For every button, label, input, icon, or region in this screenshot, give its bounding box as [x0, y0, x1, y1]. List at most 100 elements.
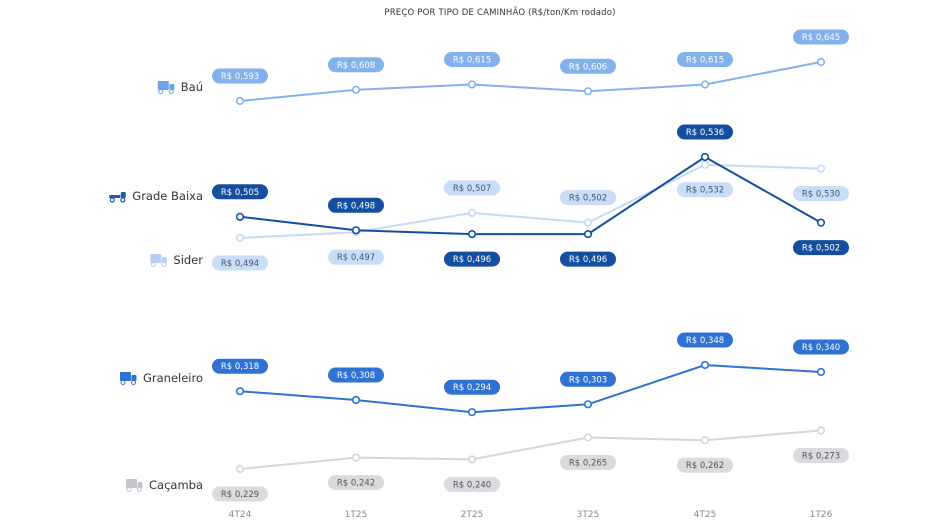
data-label-pill — [212, 255, 268, 271]
data-label-pill — [560, 58, 616, 74]
data-label-pill — [444, 476, 500, 492]
data-label-pill — [793, 186, 849, 202]
data-label: R$ 0,496 — [444, 251, 500, 267]
data-label-pill — [677, 457, 733, 473]
data-label-pill — [444, 379, 500, 395]
data-label-text: R$ 0,496 — [453, 255, 491, 265]
data-label: R$ 0,608 — [328, 57, 384, 73]
data-label-pill — [212, 184, 268, 200]
data-point — [467, 80, 477, 89]
series-line-3 — [239, 363, 822, 414]
data-label-text: R$ 0,615 — [686, 56, 724, 66]
series-name: Caçamba — [149, 478, 203, 492]
data-label: R$ 0,502 — [560, 190, 616, 206]
flatbed-truck-icon — [109, 192, 126, 203]
data-point — [351, 226, 361, 235]
data-point — [351, 85, 361, 94]
data-label-text: R$ 0,645 — [802, 33, 840, 43]
data-point — [351, 395, 361, 405]
x-tick-label: 4T24 — [229, 510, 252, 520]
data-point — [700, 436, 710, 445]
data-label-text: R$ 0,340 — [802, 343, 840, 353]
data-point — [583, 218, 593, 227]
data-point — [235, 96, 245, 106]
data-label: R$ 0,593 — [212, 68, 268, 84]
data-point — [351, 453, 361, 462]
data-label-pill — [212, 358, 268, 374]
data-label: R$ 0,265 — [560, 455, 616, 470]
data-label: R$ 0,532 — [677, 182, 733, 198]
data-point — [235, 212, 245, 221]
data-point — [235, 233, 245, 243]
data-label-pill — [560, 190, 616, 206]
data-label-text: R$ 0,608 — [337, 61, 375, 71]
data-label-text: R$ 0,496 — [569, 255, 607, 265]
data-label: R$ 0,498 — [328, 197, 384, 213]
data-point — [700, 360, 710, 370]
data-label: R$ 0,308 — [328, 367, 384, 383]
data-label-pill — [212, 68, 268, 84]
data-label: R$ 0,294 — [444, 379, 500, 395]
data-label: R$ 0,340 — [793, 339, 849, 355]
series-name: Grade Baixa — [132, 189, 203, 203]
data-label: R$ 0,645 — [793, 29, 849, 45]
data-label-pill — [677, 182, 733, 198]
data-point — [816, 367, 826, 377]
data-label-pill — [793, 339, 849, 355]
data-label-pill — [677, 52, 733, 67]
data-label-text: R$ 0,242 — [337, 479, 375, 489]
data-label-pill — [560, 371, 616, 387]
data-point — [235, 387, 245, 396]
data-label: R$ 0,262 — [677, 457, 733, 473]
data-label-text: R$ 0,303 — [569, 375, 607, 385]
data-point — [467, 230, 477, 239]
series-points — [235, 57, 826, 474]
data-point — [467, 455, 477, 464]
x-tick-label: 4T25 — [694, 510, 717, 520]
data-label-text: R$ 0,498 — [337, 201, 375, 211]
data-label-pill — [444, 52, 500, 67]
data-label-text: R$ 0,532 — [686, 186, 724, 196]
series-label-3: Graneleiro — [119, 371, 203, 385]
data-label: R$ 0,507 — [444, 180, 500, 196]
data-label-text: R$ 0,240 — [453, 480, 491, 490]
series-label-4: Caçamba — [126, 478, 203, 492]
data-label-text: R$ 0,497 — [337, 253, 375, 263]
data-label-text: R$ 0,507 — [453, 184, 491, 194]
data-label-pill — [560, 455, 616, 470]
data-label-pill — [793, 240, 849, 256]
data-label-text: R$ 0,505 — [221, 188, 259, 198]
data-label-text: R$ 0,502 — [569, 194, 607, 204]
data-label-text: R$ 0,273 — [802, 452, 840, 462]
data-point — [816, 164, 826, 173]
series-name: Baú — [181, 80, 203, 94]
data-label-pill — [560, 251, 616, 267]
data-label-pill — [677, 332, 733, 348]
box-truck-icon — [157, 81, 175, 94]
x-tick-label: 2T25 — [461, 510, 484, 520]
x-tick-label: 3T25 — [577, 510, 600, 520]
data-label-pill — [328, 475, 384, 491]
data-label-text: R$ 0,615 — [453, 56, 491, 66]
data-label: R$ 0,505 — [212, 184, 268, 200]
data-label-text: R$ 0,606 — [569, 62, 607, 72]
data-label-text: R$ 0,308 — [337, 371, 375, 381]
data-label: R$ 0,242 — [328, 475, 384, 491]
data-label: R$ 0,615 — [677, 52, 733, 67]
data-point — [816, 57, 826, 67]
series-line-4 — [239, 429, 822, 470]
data-label-text: R$ 0,536 — [686, 128, 724, 138]
data-label: R$ 0,530 — [793, 186, 849, 202]
data-label: R$ 0,348 — [677, 332, 733, 348]
data-label-pill — [212, 486, 268, 502]
data-point — [583, 87, 593, 96]
x-tick-label: 1T26 — [810, 510, 833, 520]
data-label-text: R$ 0,229 — [221, 490, 259, 500]
data-point — [583, 433, 593, 442]
data-point — [816, 218, 826, 227]
data-label-text: R$ 0,494 — [221, 259, 259, 269]
data-label-text: R$ 0,348 — [686, 336, 724, 346]
data-label: R$ 0,494 — [212, 255, 268, 271]
series-label-1: Grade Baixa — [109, 189, 203, 203]
series-label-2: Sider — [150, 253, 203, 267]
